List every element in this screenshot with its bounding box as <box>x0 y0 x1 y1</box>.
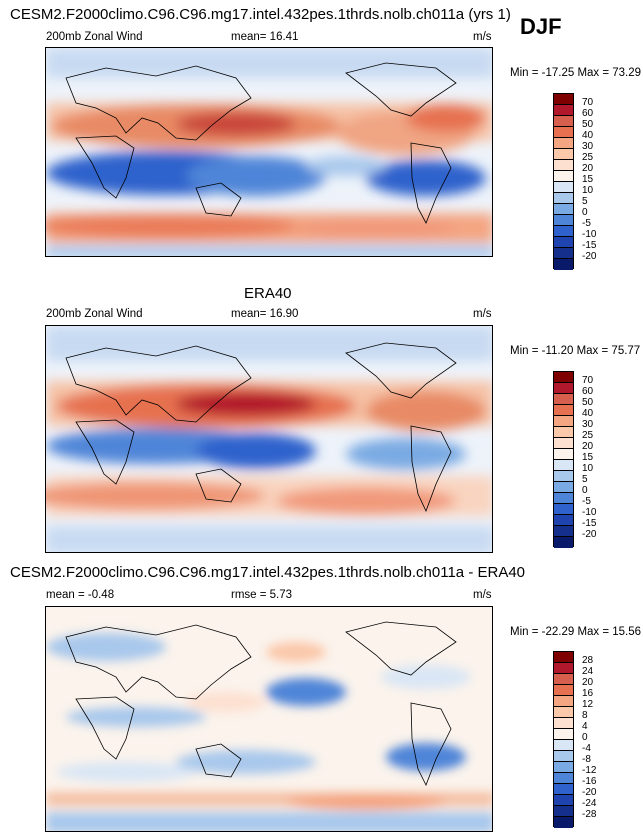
colorbar-tick: 70 <box>582 97 594 108</box>
panel1-mean-label: mean= 16.41 <box>231 31 299 43</box>
panel1-minmax-label: Min = -17.25 Max = 73.29 <box>510 67 642 79</box>
colorbar-tick: 5 <box>582 474 588 485</box>
colorbar-tick: 50 <box>582 119 594 130</box>
colorbar-tick: 20 <box>582 677 594 688</box>
colorbar-tick: 30 <box>582 141 594 152</box>
colorbar-tick: 0 <box>582 732 588 743</box>
colorbar-tick: 60 <box>582 108 594 119</box>
colorbar-tick: 20 <box>582 441 594 452</box>
panel1-colorbar <box>553 93 574 270</box>
colorbar-tick: -8 <box>582 754 591 765</box>
panel3-mean-label: mean = -0.48 <box>46 589 115 601</box>
colorbar-tick: -4 <box>582 743 591 754</box>
panel1-title: CESM2.F2000climo.C96.C96.mg17.intel.432p… <box>10 6 511 23</box>
colorbar-tick: 40 <box>582 408 594 419</box>
colorbar-tick: 15 <box>582 452 594 463</box>
colorbar-tick: -28 <box>582 809 597 820</box>
colorbar-tick: 25 <box>582 430 594 441</box>
colorbar-tick: 15 <box>582 174 594 185</box>
colorbar-tick: 60 <box>582 386 594 397</box>
colorbar-tick: -12 <box>582 765 597 776</box>
colorbar-tick: 10 <box>582 185 594 196</box>
panel3-units-label: m/s <box>473 589 492 601</box>
colorbar-tick: 50 <box>582 397 594 408</box>
panel3-map <box>45 606 493 832</box>
panel2-title: ERA40 <box>244 285 292 302</box>
panel2-minmax-label: Min = -11.20 Max = 75.77 <box>510 345 641 357</box>
colorbar-tick: 24 <box>582 666 594 677</box>
colorbar-tick: -10 <box>582 507 597 518</box>
panel2-units-label: m/s <box>473 308 492 320</box>
panel2-colorbar <box>553 371 574 548</box>
colorbar-tick: -15 <box>582 518 597 529</box>
colorbar-tick: -15 <box>582 240 597 251</box>
panel1-units-label: m/s <box>473 31 492 43</box>
colorbar-tick: 20 <box>582 163 594 174</box>
panel1-variable-label: 200mb Zonal Wind <box>46 31 143 43</box>
colorbar-tick: 16 <box>582 688 594 699</box>
colorbar-tick: 12 <box>582 699 594 710</box>
colorbar-tick: 30 <box>582 419 594 430</box>
colorbar-tick: -20 <box>582 529 597 540</box>
panel2-mean-label: mean= 16.90 <box>231 308 299 320</box>
panel3-rmse-label: rmse = 5.73 <box>231 589 293 601</box>
colorbar-tick: 5 <box>582 196 588 207</box>
panel2-variable-label: 200mb Zonal Wind <box>46 308 143 320</box>
colorbar-tick: 28 <box>582 655 594 666</box>
colorbar-tick: 10 <box>582 463 594 474</box>
colorbar-tick: -5 <box>582 496 591 507</box>
colorbar-tick: -20 <box>582 251 597 262</box>
colorbar-tick: 25 <box>582 152 594 163</box>
colorbar-tick: -24 <box>582 798 597 809</box>
colorbar-tick: 0 <box>582 485 588 496</box>
panel2-map <box>45 325 493 553</box>
panel1-map <box>45 47 493 257</box>
panel3-colorbar <box>553 651 574 828</box>
panel3-minmax-label: Min = -22.29 Max = 15.56 <box>510 626 642 638</box>
colorbar-tick: 0 <box>582 207 588 218</box>
colorbar-tick: -20 <box>582 787 597 798</box>
colorbar-tick: 70 <box>582 375 594 386</box>
colorbar-tick: 40 <box>582 130 594 141</box>
colorbar-tick: 4 <box>582 721 588 732</box>
colorbar-tick: -10 <box>582 229 597 240</box>
colorbar-tick: -16 <box>582 776 597 787</box>
colorbar-tick: -5 <box>582 218 591 229</box>
colorbar-tick: 8 <box>582 710 588 721</box>
panel3-title: CESM2.F2000climo.C96.C96.mg17.intel.432p… <box>10 564 526 581</box>
season-label: DJF <box>520 14 562 39</box>
